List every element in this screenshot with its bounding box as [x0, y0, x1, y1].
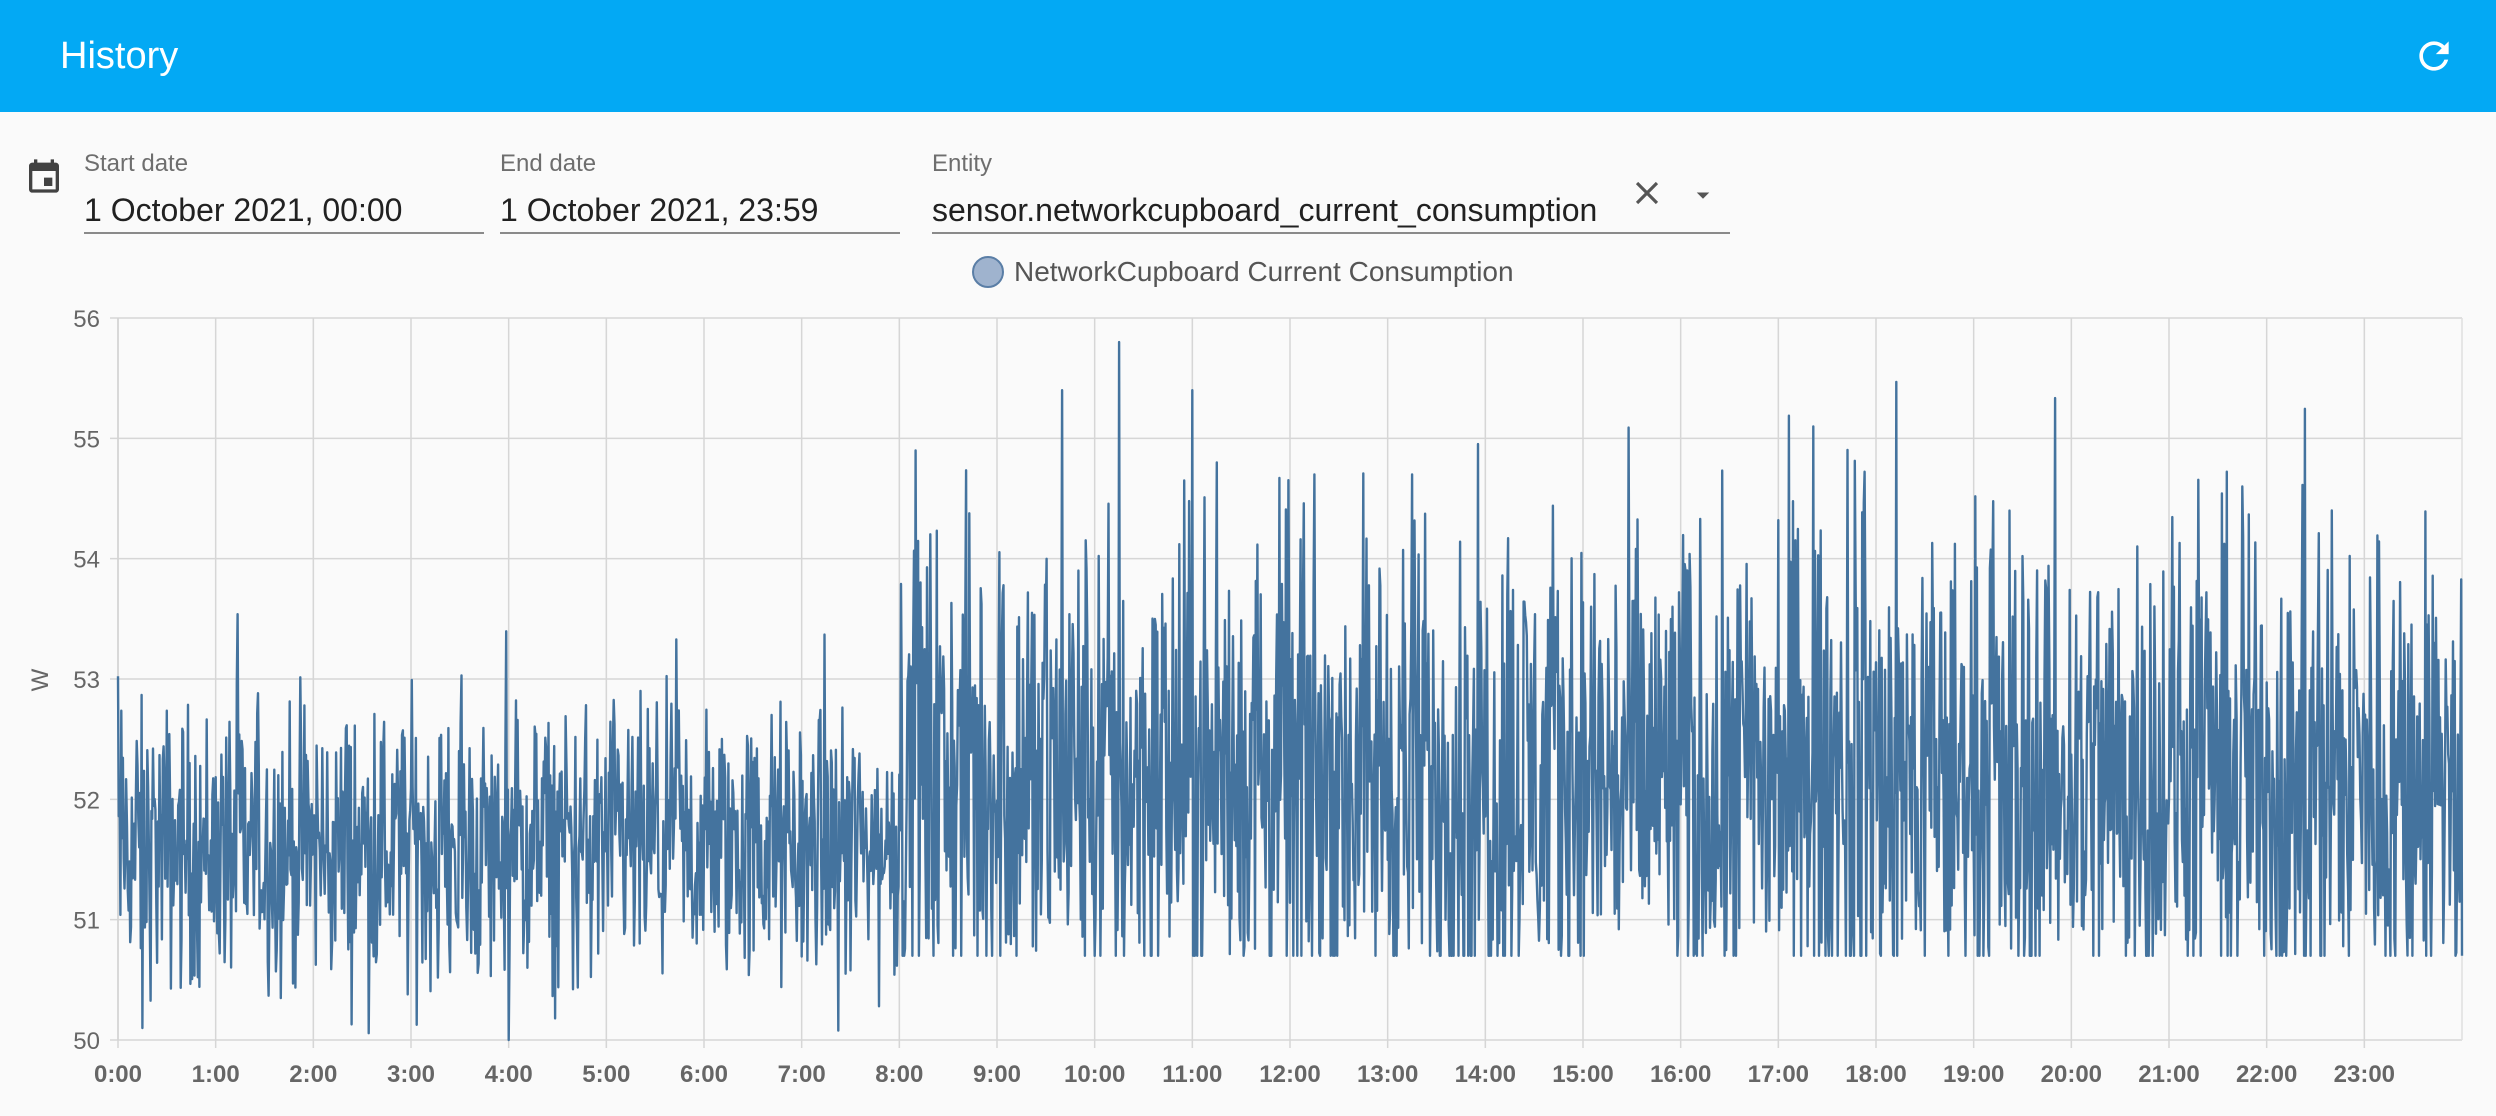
- x-tick-label: 1:00: [192, 1061, 240, 1088]
- x-tick-label: 22:00: [2236, 1061, 2297, 1088]
- x-tick-label: 19:00: [1943, 1061, 2004, 1088]
- x-tick-label: 16:00: [1650, 1061, 1711, 1088]
- arrow-drop-down-icon[interactable]: [1688, 180, 1718, 210]
- x-tick-label: 13:00: [1357, 1061, 1418, 1088]
- legend-swatch: [972, 256, 1004, 288]
- y-tick-label: 54: [73, 547, 100, 574]
- end-date-label: End date: [500, 150, 597, 177]
- y-tick-label: 56: [73, 306, 100, 333]
- end-date-value[interactable]: 1 October 2021, 23:59: [500, 192, 819, 228]
- x-tick-label: 18:00: [1845, 1061, 1906, 1088]
- app-toolbar: History: [0, 0, 2496, 112]
- x-tick-label: 15:00: [1552, 1061, 1613, 1088]
- history-filters: Start date 1 October 2021, 00:00 End dat…: [0, 112, 2496, 242]
- x-tick-label: 12:00: [1259, 1061, 1320, 1088]
- x-tick-label: 11:00: [1162, 1061, 1222, 1088]
- legend-label: NetworkCupboard Current Consumption: [1014, 256, 1514, 287]
- y-tick-label: 50: [73, 1028, 100, 1055]
- page-title: History: [60, 35, 179, 77]
- x-tick-label: 6:00: [680, 1061, 728, 1088]
- series-line: [116, 340, 2464, 1042]
- x-tick-label: 9:00: [973, 1061, 1021, 1088]
- x-tick-label: 5:00: [582, 1061, 630, 1088]
- x-tick-label: 20:00: [2041, 1061, 2102, 1088]
- y-tick-label: 55: [73, 426, 100, 453]
- entity-value[interactable]: sensor.networkcupboard_current_consumpti…: [932, 192, 1598, 228]
- x-tick-label: 23:00: [2334, 1061, 2395, 1088]
- calendar-icon[interactable]: [24, 154, 64, 198]
- x-tick-label: 8:00: [875, 1061, 923, 1088]
- x-tick-label: 4:00: [485, 1061, 533, 1088]
- x-tick-label: 0:00: [94, 1061, 142, 1088]
- x-tick-label: 14:00: [1455, 1061, 1516, 1088]
- y-tick-label: 52: [73, 787, 100, 814]
- close-icon[interactable]: [1628, 174, 1666, 212]
- x-tick-label: 17:00: [1748, 1061, 1809, 1088]
- end-date-field[interactable]: End date 1 October 2021, 23:59: [500, 132, 900, 234]
- x-tick-label: 7:00: [778, 1061, 826, 1088]
- x-tick-label: 2:00: [289, 1061, 337, 1088]
- entity-picker[interactable]: Entity sensor.networkcupboard_current_co…: [932, 132, 1730, 234]
- x-tick-label: 10:00: [1064, 1061, 1125, 1088]
- x-tick-label: 3:00: [387, 1061, 435, 1088]
- start-date-field[interactable]: Start date 1 October 2021, 00:00: [84, 132, 484, 234]
- start-date-value[interactable]: 1 October 2021, 00:00: [84, 192, 403, 228]
- refresh-icon[interactable]: [2412, 34, 2456, 78]
- entity-label: Entity: [932, 150, 993, 177]
- y-tick-label: 53: [73, 667, 100, 694]
- history-chart: 50 51 52 53 54 55 56 0:00 1:00 2:00 3:00 4:00 5:00 6…: [27, 306, 2464, 1088]
- start-date-label: Start date: [84, 150, 189, 177]
- x-tick-label: 21:00: [2138, 1061, 2199, 1088]
- y-tick-label: 51: [73, 908, 100, 935]
- y-axis-label: W: [27, 668, 54, 691]
